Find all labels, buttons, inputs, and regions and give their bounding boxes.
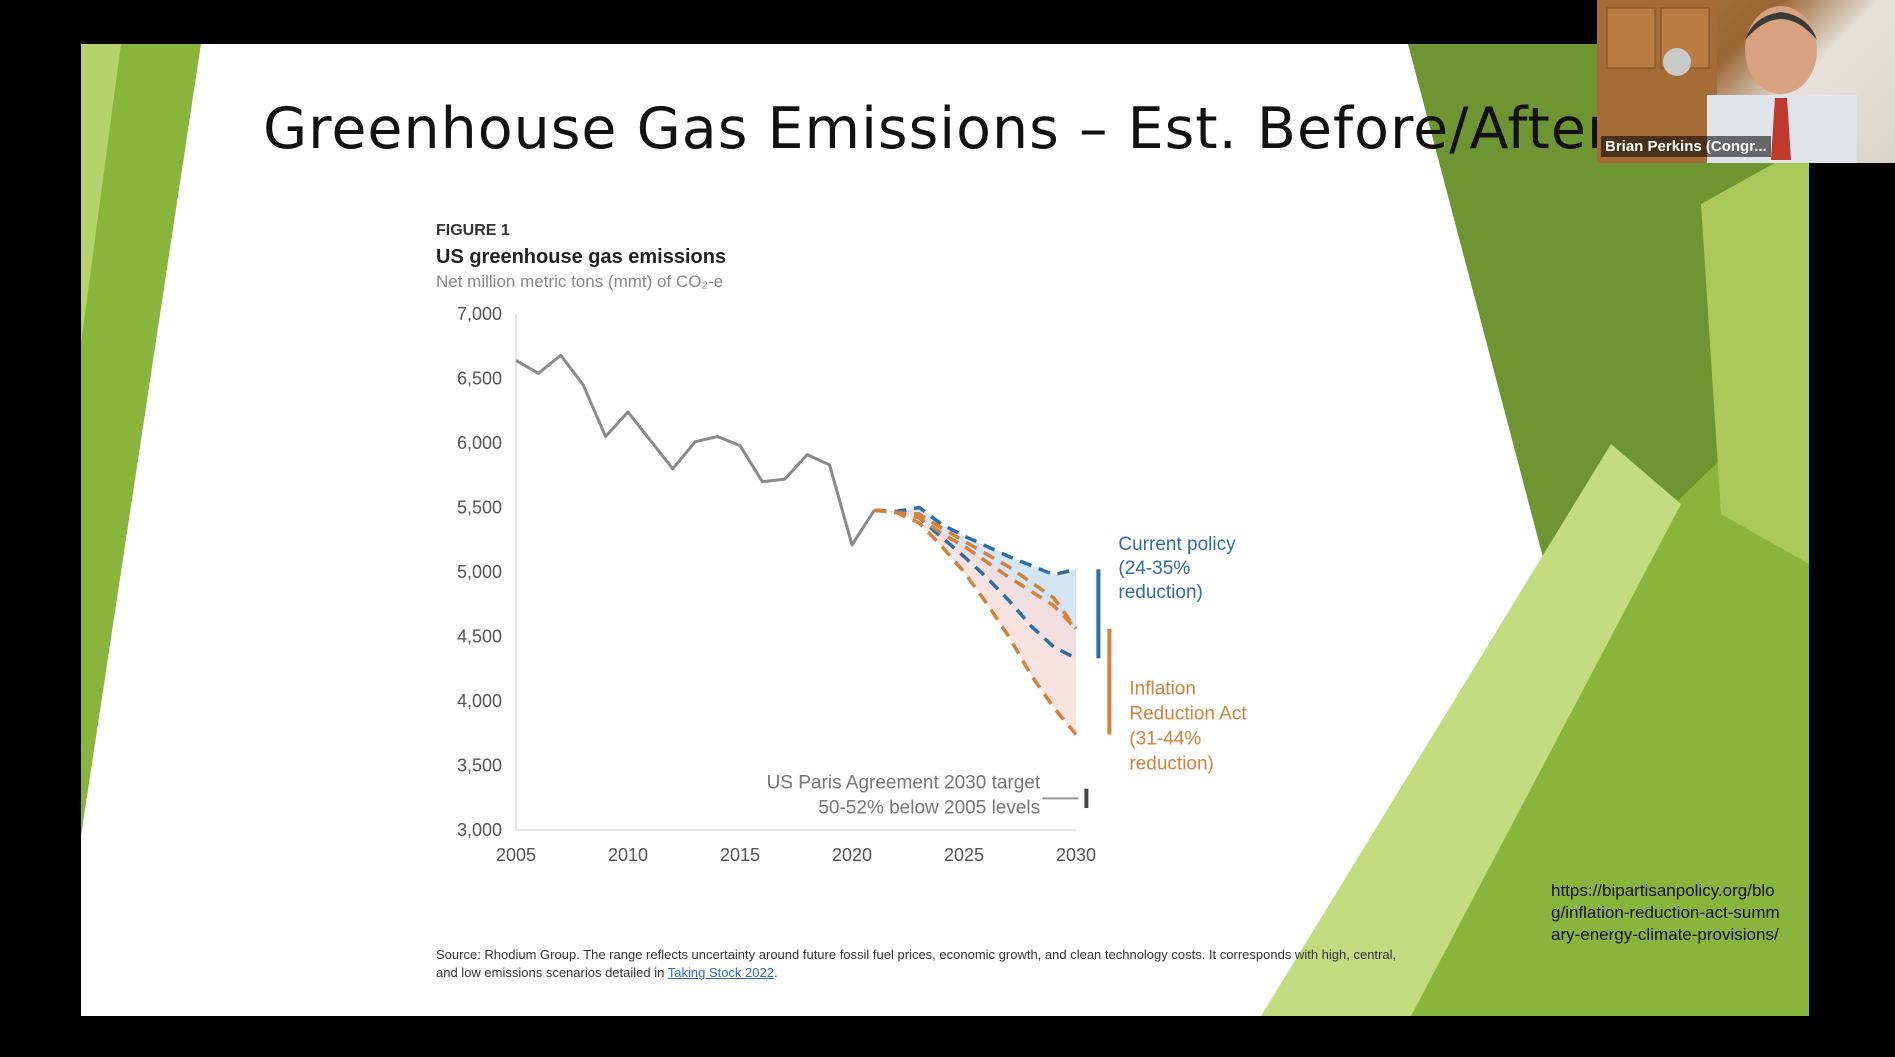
x-tick-label: 2015 <box>720 845 760 865</box>
webcam-thumbnail[interactable]: Brian Perkins (Congr... <box>1597 0 1895 163</box>
current-policy-annotation: reduction) <box>1118 582 1203 603</box>
hair <box>1745 12 1817 40</box>
head <box>1745 6 1817 94</box>
x-tick-label: 2005 <box>496 845 536 865</box>
current-policy-annotation: Current policy <box>1118 534 1236 555</box>
y-tick-label: 5,000 <box>457 562 502 582</box>
tie <box>1771 98 1791 160</box>
left-green-band <box>81 44 201 836</box>
paris-target-annotation: US Paris Agreement 2030 target <box>767 773 1041 794</box>
right-green-light <box>1261 444 1681 1016</box>
y-tick-label: 5,500 <box>457 498 502 518</box>
ira-annotation: Reduction Act <box>1129 704 1247 725</box>
current-policy-high-line <box>874 505 1077 577</box>
slide-title: Greenhouse Gas Emissions – Est. Before/A… <box>263 96 1612 162</box>
current-policy-annotation: (24-35% <box>1118 558 1190 579</box>
y-tick-label: 4,500 <box>457 627 502 647</box>
figure-label: FIGURE 1 <box>436 222 510 239</box>
webcam-person-image <box>1597 0 1857 163</box>
y-tick-label: 4,000 <box>457 691 502 711</box>
y-tick-label: 7,000 <box>457 304 502 324</box>
y-tick-label: 6,500 <box>457 369 502 389</box>
x-tick-label: 2010 <box>608 845 648 865</box>
participant-name: Brian Perkins (Congr... <box>1601 136 1771 157</box>
ira-annotation: Inflation <box>1129 679 1196 700</box>
source-end: . <box>773 965 778 980</box>
historical-emissions-line <box>515 353 876 547</box>
ira-annotation: (31-44% <box>1129 729 1201 750</box>
cabinet-panel <box>1606 7 1656 69</box>
ira-central-line <box>874 508 1078 630</box>
slide-decoration <box>81 44 1809 1016</box>
right-green-pale <box>1701 144 1809 564</box>
y-tick-label: 3,500 <box>457 756 502 776</box>
y-tick-label: 6,000 <box>457 433 502 453</box>
chart-subtitle: Net million metric tons (mmt) of CO₂-e <box>436 272 724 291</box>
y-tick-label: 3,000 <box>457 820 502 840</box>
emissions-chart: 7,000 6,500 6,000 5,500 5,000 4,500 4,000 3,500… <box>457 304 1247 865</box>
x-tick-label: 2020 <box>832 845 872 865</box>
source-link[interactable]: Taking Stock 2022 <box>667 965 774 980</box>
reference-url[interactable]: https://bipartisanpolicy.org/blog/inflat… <box>1551 881 1780 944</box>
x-tick-label: 2025 <box>944 845 984 865</box>
paris-target-annotation: 50-52% below 2005 levels <box>818 798 1040 819</box>
chart-title: US greenhouse gas emissions <box>436 246 727 268</box>
ira-annotation: reduction) <box>1129 754 1214 775</box>
ira-range-fill <box>874 510 1076 735</box>
chart-figure: FIGURE 1 US greenhouse gas emissions Net… <box>436 222 1476 982</box>
slide: Greenhouse Gas Emissions – Est. Before/A… <box>81 44 1809 1016</box>
source-text: Source: Rhodium Group. The range reflect… <box>436 947 1397 980</box>
left-green-band-light <box>81 44 121 344</box>
source-note: Source: Rhodium Group. The range reflect… <box>436 946 1416 982</box>
x-tick-label: 2030 <box>1056 845 1096 865</box>
globe <box>1663 48 1691 76</box>
